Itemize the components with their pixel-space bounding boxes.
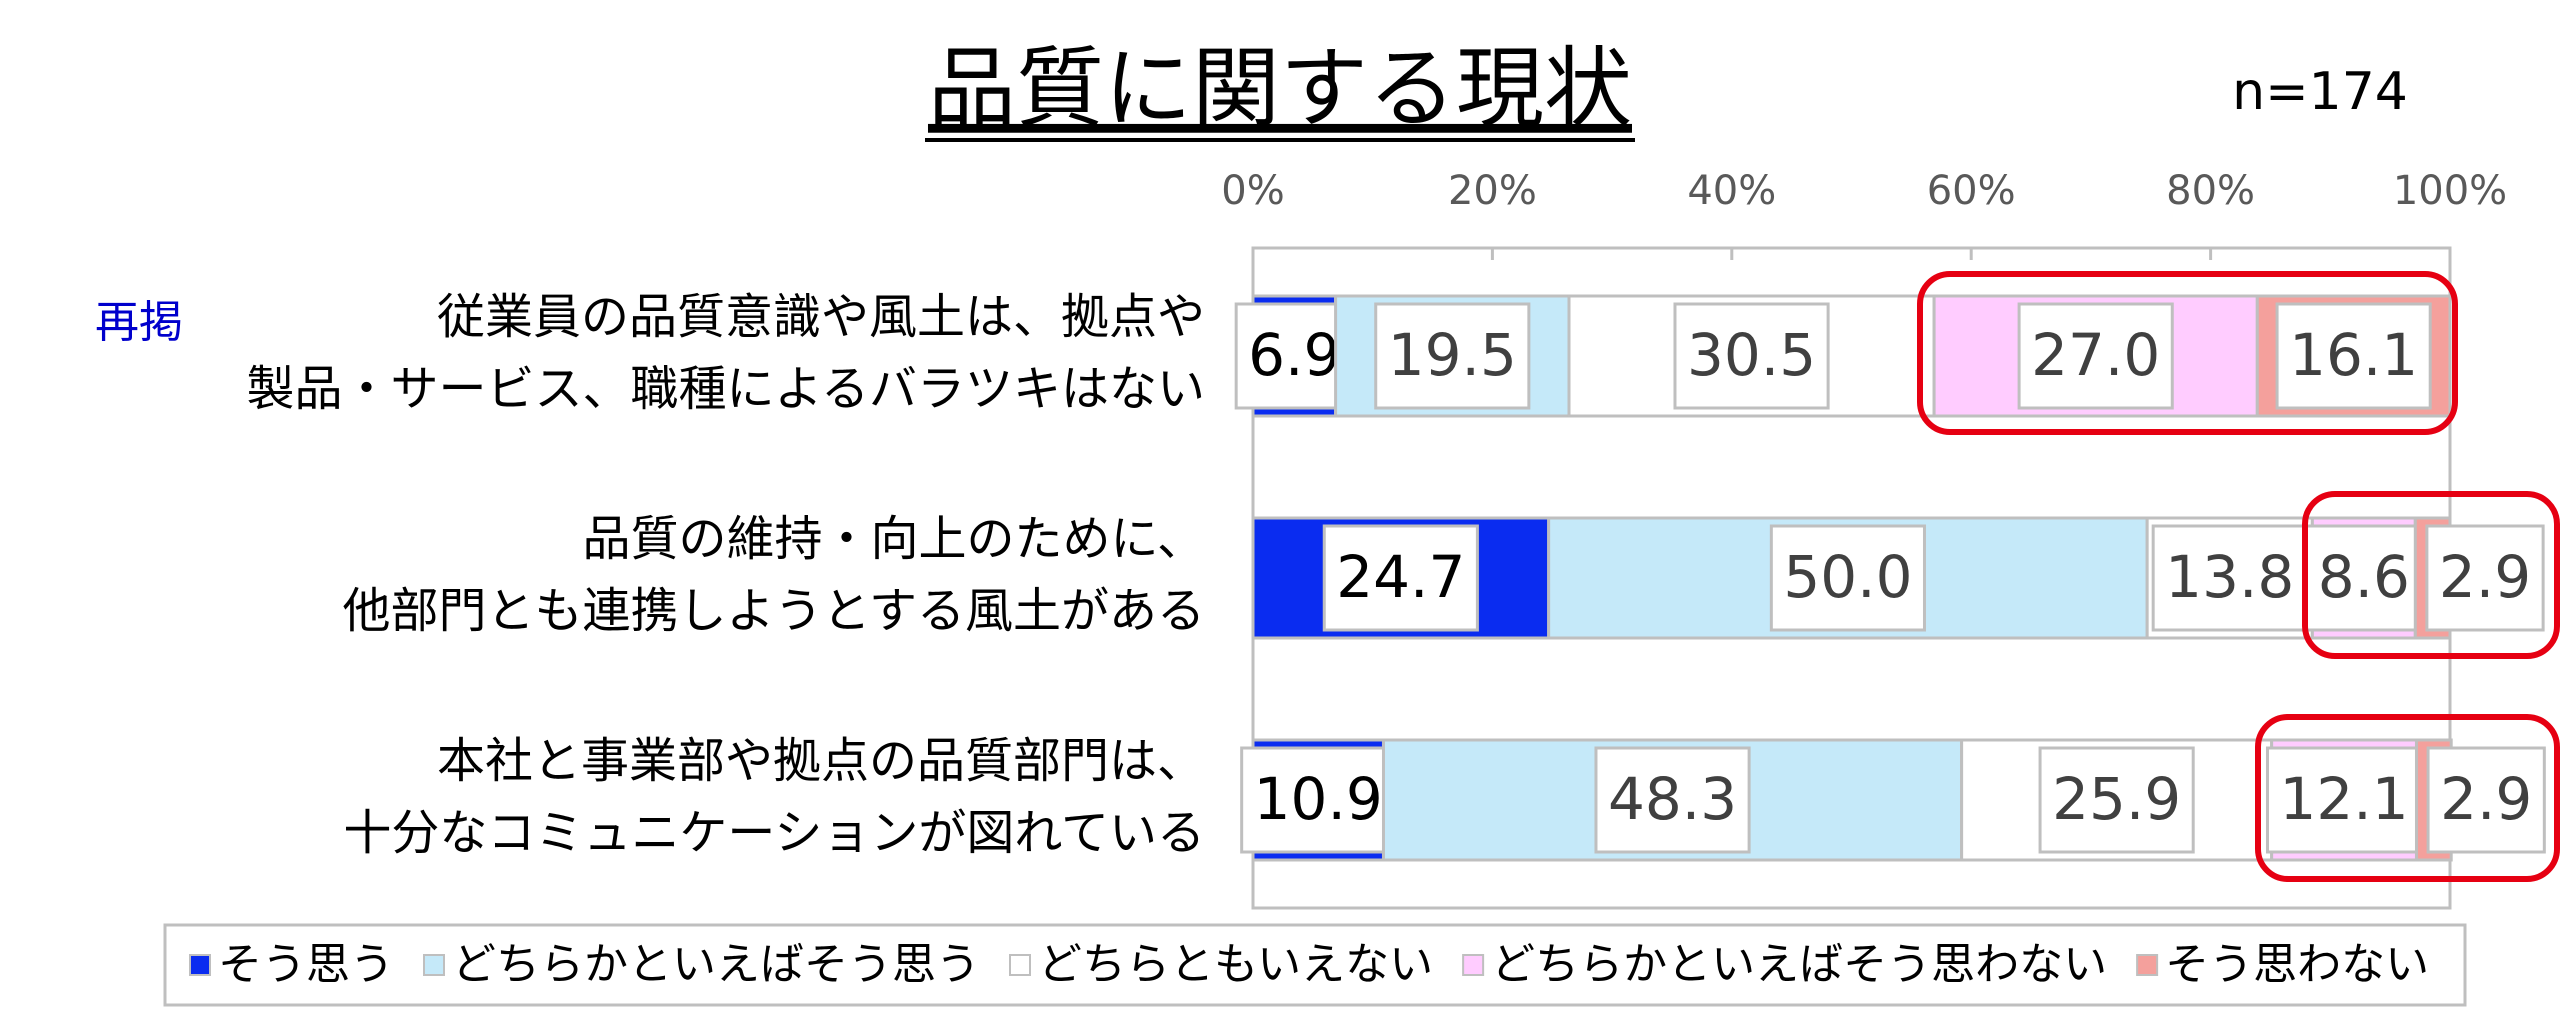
x-tick-label: 80% — [2166, 168, 2255, 214]
data-label-box — [2017, 302, 2174, 410]
data-label: 16.1 — [2289, 321, 2418, 389]
data-label: 2.9 — [2440, 765, 2532, 833]
x-tick-label: 0% — [1221, 168, 1284, 214]
category-label: 他部門とも連携しようとする風土がある — [342, 583, 1205, 639]
legend-label: どちらかといえばそう思う — [452, 939, 980, 990]
plot: 0% 20% 40% 60% 80% 100% 従業員の品質意識や風土は、拠点や製品・サービ… — [163, 168, 2546, 1007]
category-label: 従業員の品質意識や風土は、拠点や — [437, 289, 1205, 345]
data-label: 24.7 — [1336, 543, 1465, 611]
data-label-box — [1594, 746, 1751, 854]
highlight-box — [1917, 271, 2458, 435]
data-label: 50.0 — [1783, 543, 1912, 611]
legend-frame — [163, 923, 2467, 1007]
legend-swatch — [2136, 954, 2159, 976]
data-label: 8.6 — [2318, 543, 2410, 611]
category-label: 製品・サービス、職種によるバラツキはない — [246, 361, 1205, 417]
legend-label: どちらかといえばそう思わない — [1491, 939, 2107, 990]
sample-size: n=174 — [2232, 62, 2408, 122]
data-label: 25.9 — [2052, 765, 2181, 833]
legend-swatch — [1009, 954, 1031, 976]
data-label: 2.9 — [2439, 543, 2531, 611]
x-tick-label: 60% — [1927, 168, 2016, 214]
data-label-box — [1769, 524, 1926, 632]
data-label: 10.9 — [1254, 765, 1383, 833]
data-label-box — [2275, 302, 2432, 410]
data-label: 30.5 — [1687, 321, 1816, 389]
legend-label: そう思わない — [2165, 939, 2429, 990]
highlight-box — [2302, 491, 2560, 659]
data-label: 12.1 — [2279, 765, 2408, 833]
data-label-box — [2304, 524, 2424, 632]
data-label: 6.9 — [1248, 321, 1340, 389]
data-label-box — [2426, 746, 2546, 854]
chart-title: 品質に関する現状 — [928, 37, 1632, 140]
data-label: 48.3 — [1608, 765, 1737, 833]
category-label: 十分なコミュニケーションが図れている — [343, 805, 1205, 861]
data-label-box — [1322, 524, 1479, 632]
x-tick-label: 20% — [1448, 168, 1537, 214]
category-label: 品質の維持・向上のために、 — [582, 511, 1205, 567]
legend-swatch — [1462, 954, 1485, 976]
x-tick-label: 40% — [1687, 168, 1776, 214]
data-label: 27.0 — [2031, 321, 2160, 389]
data-label-box — [1374, 302, 1531, 410]
data-label-box — [2265, 746, 2423, 854]
legend: そう思う どちらかといえばそう思う どちらともいえない どちらかといえばそう思わない そ… — [163, 923, 2467, 1007]
data-label-box — [2425, 524, 2545, 632]
highlights — [1917, 271, 2560, 882]
legend-label: そう思う — [218, 939, 394, 990]
legend-label: どちらともいえない — [1038, 939, 1433, 990]
category-label: 本社と事業部や拠点の品質部門は、 — [437, 733, 1205, 789]
repost-label: 再掲 — [95, 297, 183, 348]
legend-swatch — [189, 954, 211, 976]
data-label-box — [2038, 746, 2195, 854]
data-label-box — [1234, 302, 1354, 410]
highlight-box — [2255, 714, 2560, 882]
data-label: 19.5 — [1388, 321, 1517, 389]
legend-swatch — [423, 954, 445, 976]
x-tick-label: 100% — [2393, 168, 2507, 214]
data-label: 13.8 — [2165, 543, 2294, 611]
data-label-box — [1673, 302, 1830, 410]
